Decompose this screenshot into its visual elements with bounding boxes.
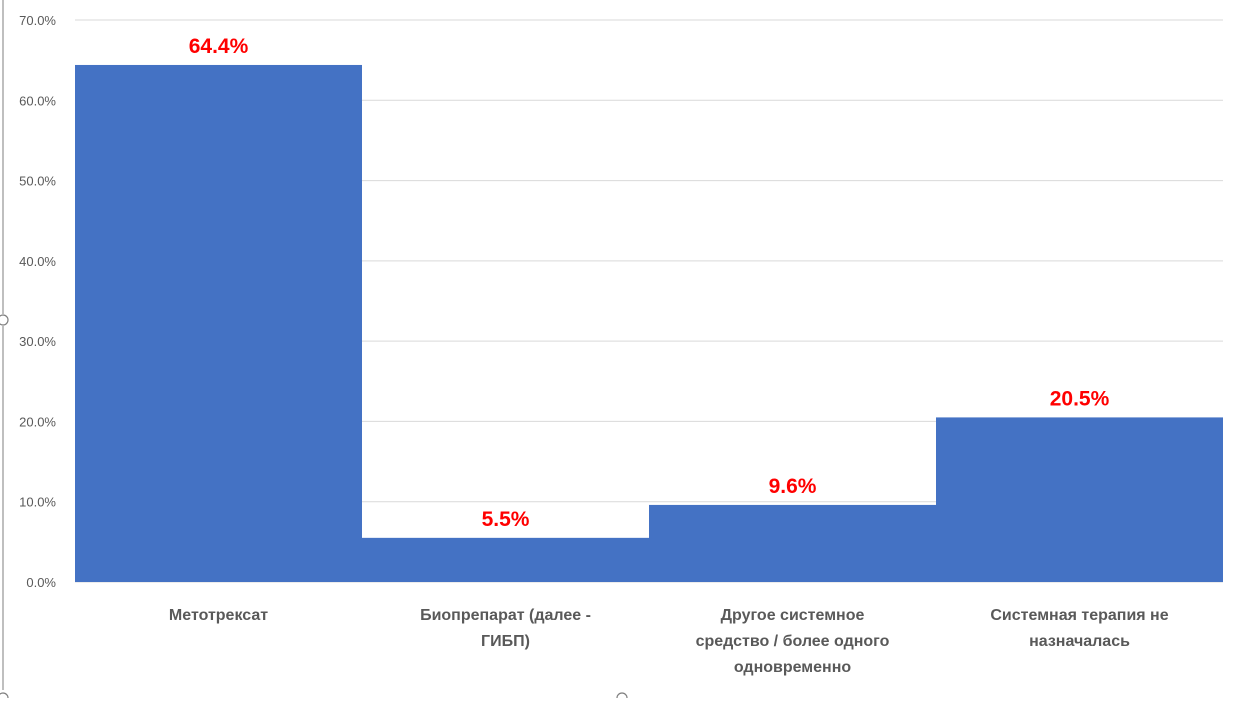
bars — [75, 64, 1223, 582]
bar — [75, 64, 362, 582]
y-tick-label: 20.0% — [19, 414, 56, 429]
y-tick-label: 60.0% — [19, 93, 56, 108]
y-tick-label: 0.0% — [26, 575, 56, 590]
x-axis-labels: Метотрексат Биопрепарат (далее -ГИБП) Друг… — [169, 607, 1169, 676]
resize-handle-left[interactable] — [0, 314, 9, 326]
data-label: 9.6% — [769, 475, 817, 498]
bar — [936, 417, 1223, 582]
resize-handle-bottom[interactable] — [616, 692, 628, 703]
data-label: 64.4% — [189, 35, 249, 58]
x-tick-label: Другое системное средство / более одного о… — [696, 607, 890, 676]
x-tick-label: Биопрепарат (далее -ГИБП) — [420, 607, 591, 650]
x-tick-label: Метотрексат — [169, 607, 268, 624]
y-tick-label: 50.0% — [19, 174, 56, 189]
y-tick-label: 70.0% — [19, 13, 56, 28]
data-label: 5.5% — [482, 508, 530, 531]
y-tick-label: 30.0% — [19, 334, 56, 349]
y-tick-label: 10.0% — [19, 495, 56, 510]
y-axis-ticks: 0.0% 10.0% 20.0% 30.0% 40.0% 50.0% 60.0% 70.0% — [19, 13, 56, 590]
bar — [362, 537, 649, 582]
y-tick-label: 40.0% — [19, 254, 56, 269]
bar — [649, 504, 936, 582]
data-label: 20.5% — [1050, 387, 1110, 410]
x-tick-label: Системная терапия не назначалась — [990, 607, 1168, 650]
resize-handle-bottom-left[interactable] — [0, 692, 9, 703]
data-labels: 64.4% 5.5% 9.6% 20.5% — [189, 35, 1110, 531]
